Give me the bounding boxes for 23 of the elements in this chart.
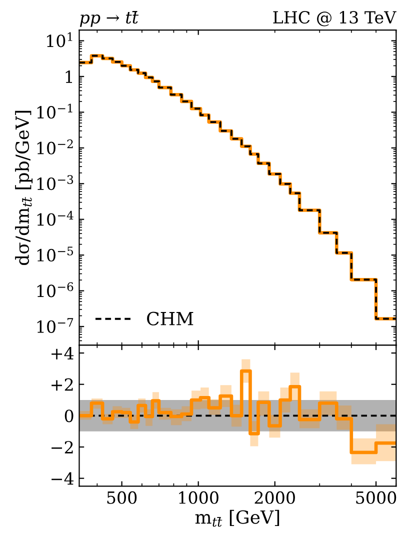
y-tick-label: 10$^{−2}$ — [37, 139, 73, 154]
y-tick-label: 10$^{−3}$ — [37, 175, 74, 190]
text: LHC @ 13 TeV — [273, 11, 396, 26]
x-axis-title: m$_{tt̄}$ [GeV] — [195, 510, 280, 527]
y-tick-label: +2 — [52, 378, 73, 391]
y-tick-label: 10$^{−4}$ — [37, 210, 74, 226]
text: pp → tt̄ — [80, 10, 139, 27]
y-tick-label: 0 — [64, 410, 74, 422]
x-tick-label: 2000 — [254, 491, 295, 504]
legend-label: CHM — [147, 312, 194, 326]
y-tick-label: +4 — [52, 346, 74, 360]
x-tick-label: 500 — [107, 491, 137, 504]
y-tick-label: 1 — [66, 70, 72, 83]
x-tick-label: 5000 — [356, 491, 396, 504]
y-tick-label: 10$^{−6}$ — [37, 282, 74, 298]
x-tick-label: 1000 — [179, 491, 218, 504]
y-tick-label: 10$^{−1}$ — [37, 104, 72, 119]
y-tick-label: 10$^{−7}$ — [37, 318, 74, 333]
y-tick-label: −4 — [52, 472, 74, 485]
y-axis-title: dσ/dm$_{tt̄}$ [pb/GeV] — [15, 110, 33, 266]
y-tick-label: −2 — [52, 440, 73, 454]
y-tick-label: 10$^{1}$ — [47, 32, 72, 48]
y-tick-label: 10$^{−5}$ — [37, 246, 74, 262]
